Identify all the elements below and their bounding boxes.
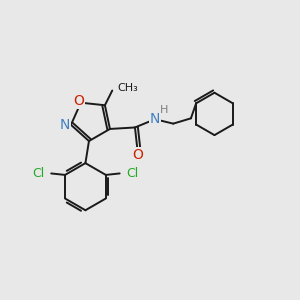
Text: Cl: Cl [32,167,44,180]
Text: O: O [73,94,84,108]
Text: N: N [59,118,70,132]
Text: CH₃: CH₃ [118,83,138,93]
Text: H: H [160,105,168,116]
Text: Cl: Cl [126,167,139,180]
Text: O: O [133,148,143,162]
Text: N: N [150,112,160,126]
